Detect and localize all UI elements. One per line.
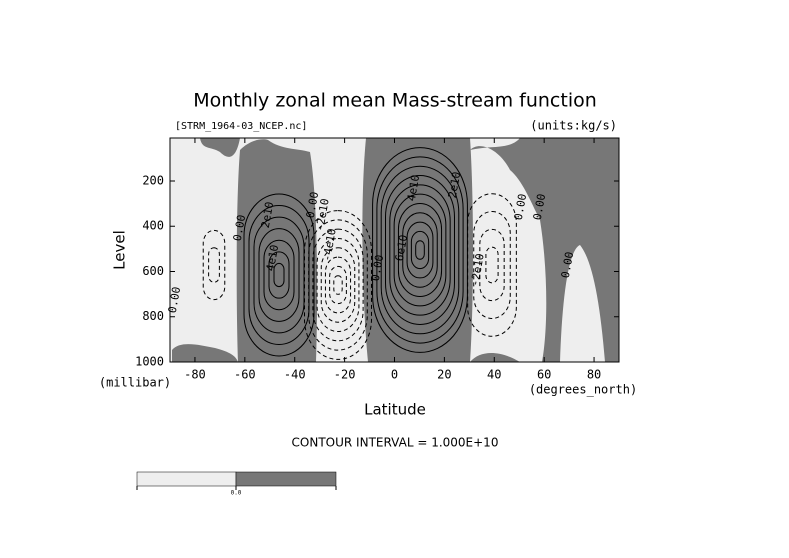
y-tick-label: 600 — [142, 264, 164, 278]
contour-line — [415, 240, 425, 260]
contour-label: 4e10 — [405, 174, 422, 202]
contour-label: 2e10 — [446, 171, 463, 199]
y-unit: (millibar) — [99, 376, 171, 390]
y-tick-label: 800 — [142, 309, 164, 323]
contour-line — [324, 256, 352, 314]
contour-line — [312, 228, 364, 342]
y-tick-label: 200 — [142, 173, 164, 187]
contour-line — [410, 230, 430, 270]
contour-line — [320, 247, 356, 323]
contour-line — [202, 229, 226, 301]
contour-line — [268, 251, 290, 299]
contour-line — [308, 219, 368, 351]
contour-line — [406, 221, 434, 279]
contour-line — [304, 210, 372, 360]
contour-label: -2e10 — [313, 197, 332, 232]
contour-line — [467, 193, 517, 337]
contour-label: 0.00 — [531, 193, 548, 221]
x-unit: (degrees_north) — [529, 383, 637, 397]
colorbar-negative — [136, 471, 237, 487]
contour-line — [263, 239, 295, 311]
contour-line — [397, 202, 443, 298]
x-tick-label: 60 — [537, 368, 551, 382]
contour-label: -2e10 — [468, 252, 487, 287]
x-axis-label: Latitude — [364, 401, 426, 419]
x-tick-label: 20 — [437, 368, 451, 382]
x-tick-label: -40 — [284, 368, 306, 382]
x-tick-label: 40 — [487, 368, 501, 382]
positive-region — [362, 138, 473, 362]
x-tick-label: -20 — [334, 368, 356, 382]
y-axis-label: Level — [111, 230, 129, 270]
x-tick-label: -80 — [184, 368, 206, 382]
contour-line — [253, 216, 305, 334]
contour-line — [258, 228, 300, 322]
contour-line — [380, 165, 460, 335]
contour-label: 4e10 — [264, 244, 281, 272]
y-tick-label: 1000 — [135, 355, 164, 369]
contour-label: 0.00 — [369, 254, 386, 282]
chart-title: Monthly zonal mean Mass-stream function — [193, 90, 597, 112]
x-tick-label: 0 — [391, 368, 398, 382]
contour-label: 0.00 — [559, 251, 576, 279]
contour-line — [389, 184, 451, 316]
x-tick-label: -60 — [234, 368, 256, 382]
contour-line — [393, 193, 447, 307]
contour-line — [316, 237, 360, 333]
contour-interval: CONTOUR INTERVAL = 1.000E+10 — [292, 436, 499, 450]
contour-line — [243, 193, 315, 357]
contour-label: 2e10 — [259, 201, 276, 229]
x-tick-label: 80 — [587, 368, 601, 382]
contour-label: 0.00 — [231, 214, 248, 242]
colorbar-label: 0.0 — [231, 490, 242, 497]
positive-region — [470, 138, 619, 362]
contour-line — [248, 205, 310, 345]
positive-region — [200, 138, 240, 157]
contour-line — [473, 211, 511, 319]
colorbar-positive — [235, 471, 337, 487]
contour-line — [376, 156, 464, 344]
contour-line — [385, 175, 455, 325]
contour-line — [273, 262, 285, 288]
contour-label: 0.00 — [512, 193, 529, 221]
subtitle-right: (units:kg/s) — [530, 119, 617, 133]
contour-line — [479, 228, 505, 302]
contour-line — [329, 265, 347, 305]
contour-label: -4e10 — [320, 227, 339, 262]
contour-label: 0.00 — [304, 191, 321, 219]
contour-line — [402, 212, 438, 288]
subtitle-left: [STRM_1964-03_NCEP.nc] — [175, 121, 307, 132]
positive-region — [470, 353, 520, 362]
y-tick-label: 400 — [142, 219, 164, 233]
contour-line — [333, 275, 343, 295]
contour-line — [485, 246, 499, 284]
positive-region — [172, 344, 238, 362]
positive-region — [236, 139, 318, 362]
contour-label: 6e10 — [393, 234, 410, 262]
contour-line — [208, 247, 220, 283]
